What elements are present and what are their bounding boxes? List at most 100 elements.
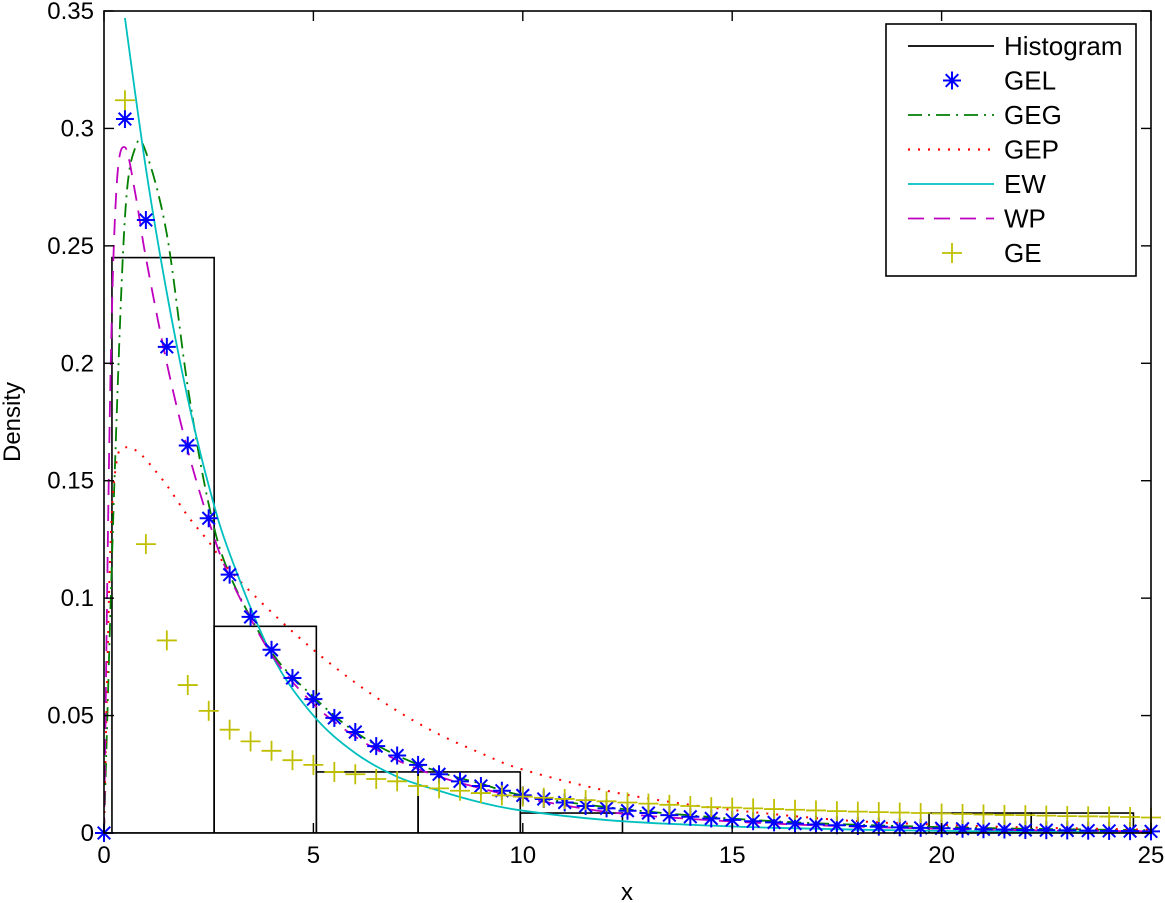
histogram-bar [213, 625, 318, 833]
ge-marker-plus-icon [135, 534, 156, 555]
ge-marker-plus-icon [1078, 806, 1099, 827]
gel-marker-star-icon [1100, 821, 1119, 840]
ge-marker-plus-icon [345, 764, 366, 785]
ge-marker-plus-icon [1120, 807, 1141, 828]
legend-label: GEP [1004, 135, 1059, 165]
gel-marker-star-icon [943, 71, 961, 90]
x-tick-label: 5 [307, 842, 320, 869]
axes: 0 5 10 15 20 25 0 0.05 0.1 0.15 0.2 0.25 0.3 0.35 [47, 0, 1164, 869]
gel-marker-star-icon [367, 737, 386, 756]
legend-label: Histogram [1004, 31, 1122, 61]
series-wp-line [104, 146, 1151, 833]
histogram-bar [519, 812, 624, 833]
gel-marker-star-icon [325, 708, 344, 727]
ge-marker-plus-icon [177, 675, 198, 696]
ge-marker-plus-icon [366, 768, 387, 789]
ge-marker-plus-icon [805, 800, 826, 821]
ge-marker-plus-icon [659, 794, 680, 815]
ge-marker-plus-icon [764, 799, 785, 820]
ge-marker-plus-icon [575, 790, 596, 811]
gel-marker-star-icon [346, 723, 365, 742]
ge-marker-plus-icon [868, 802, 889, 823]
legend-item-geg: GEG [908, 100, 1062, 130]
ge-marker-plus-icon [303, 754, 324, 775]
ge-marker-plus-icon [931, 803, 952, 824]
gel-marker-star-icon [262, 640, 281, 659]
y-tick-label: 0.2 [61, 350, 94, 377]
gel-marker-star-icon [136, 211, 155, 230]
ge-marker-plus-icon [847, 801, 868, 822]
ge-marker-plus-icon [198, 700, 219, 721]
ge-marker-plus-icon [387, 771, 408, 792]
ge-marker-plus-icon [722, 797, 743, 818]
ge-marker-plus-icon [449, 780, 470, 801]
ge-marker-plus-icon [701, 797, 722, 818]
gel-marker-star-icon [199, 509, 218, 528]
y-axis-label: Density [0, 382, 26, 462]
ge-marker-plus-icon [826, 801, 847, 822]
legend-item-gel: GEL [943, 66, 1056, 96]
gel-marker-star-icon [304, 690, 323, 709]
ge-marker-plus-icon [240, 731, 261, 752]
gel-marker-star-icon [1079, 821, 1098, 840]
ge-marker-plus-icon [1099, 806, 1120, 827]
ge-marker-plus-icon [114, 90, 135, 111]
ge-marker-plus-icon [470, 783, 491, 804]
ge-marker-plus-icon [1057, 806, 1078, 827]
ge-marker-plus-icon [512, 786, 533, 807]
legend-item-ew: EW [908, 169, 1046, 199]
ge-marker-plus-icon [429, 778, 450, 799]
ge-marker-plus-icon [408, 776, 429, 797]
ge-marker-plus-icon [785, 799, 806, 820]
ge-marker-plus-icon [942, 243, 962, 263]
y-tick-label: 0.05 [47, 703, 94, 730]
ge-marker-plus-icon [1015, 805, 1036, 826]
y-tick-label: 0.3 [61, 115, 94, 142]
y-tick-label: 0.35 [47, 0, 94, 25]
x-tick-label: 0 [97, 842, 110, 869]
ge-marker-plus-icon [533, 787, 554, 808]
ge-marker-plus-icon [596, 791, 617, 812]
legend-item-histogram: Histogram [908, 31, 1122, 61]
ge-marker-plus-icon [324, 761, 345, 782]
x-tick-label: 25 [1138, 842, 1165, 869]
ge-marker-plus-icon [219, 719, 240, 740]
legend: Histogram GEL GEG GEP EW WP GE [885, 23, 1137, 277]
gel-marker-star-icon [178, 436, 197, 455]
ge-marker-plus-icon [1036, 805, 1057, 826]
legend-label: GEG [1004, 100, 1062, 130]
legend-item-wp: WP [908, 204, 1046, 234]
x-tick-label: 10 [509, 842, 536, 869]
legend-label: GE [1004, 238, 1042, 268]
ge-marker-plus-icon [554, 788, 575, 809]
ge-marker-plus-icon [680, 795, 701, 816]
ge-marker-plus-icon [282, 750, 303, 771]
y-tick-label: 0.1 [61, 585, 94, 612]
ge-marker-plus-icon [261, 740, 282, 761]
legend-label: EW [1004, 169, 1046, 199]
ge-marker-plus-icon [491, 785, 512, 806]
ge-marker-plus-icon [910, 803, 931, 824]
ge-marker-plus-icon [156, 630, 177, 651]
gel-marker-star-icon [388, 746, 407, 765]
legend-item-gep: GEP [908, 135, 1059, 165]
gel-marker-star-icon [115, 110, 134, 129]
series-gep-line [104, 446, 1151, 833]
ge-marker-plus-icon [952, 803, 973, 824]
ge-marker-plus-icon [889, 802, 910, 823]
legend-label: WP [1004, 204, 1046, 234]
gel-marker-star-icon [283, 668, 302, 687]
gel-marker-star-icon [157, 337, 176, 356]
gel-marker-star-icon [1058, 821, 1077, 840]
gel-marker-star-icon [220, 565, 239, 584]
gel-marker-star-icon [241, 607, 260, 626]
y-tick-label: 0.15 [47, 468, 94, 495]
gel-marker-star-icon [806, 815, 825, 834]
histogram-bar [1030, 812, 1135, 833]
y-tick-label: 0 [81, 820, 94, 847]
x-axis-label: x [621, 879, 633, 903]
x-tick-label: 15 [719, 842, 746, 869]
gel-marker-star-icon [409, 755, 428, 774]
x-tick-label: 20 [928, 842, 955, 869]
